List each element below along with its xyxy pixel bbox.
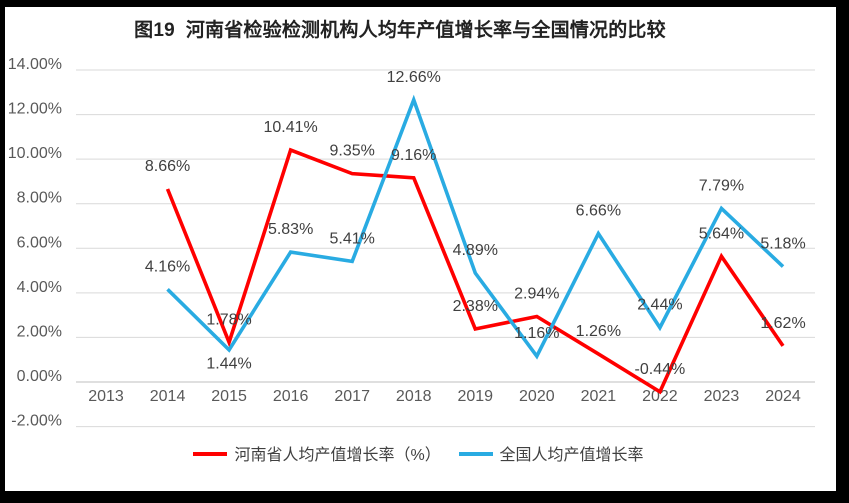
svg-text:6.66%: 6.66%: [576, 203, 621, 220]
svg-text:1.16%: 1.16%: [514, 325, 559, 342]
svg-text:10.41%: 10.41%: [263, 119, 317, 136]
svg-text:8.00%: 8.00%: [17, 190, 62, 207]
svg-text:4.16%: 4.16%: [145, 258, 190, 275]
svg-text:9.16%: 9.16%: [391, 147, 436, 164]
svg-text:0.00%: 0.00%: [17, 368, 62, 385]
svg-text:4.00%: 4.00%: [17, 279, 62, 296]
svg-text:2.44%: 2.44%: [637, 297, 682, 314]
svg-text:12.66%: 12.66%: [387, 69, 441, 86]
svg-text:2.38%: 2.38%: [453, 298, 498, 315]
svg-text:1.78%: 1.78%: [206, 311, 251, 328]
svg-text:8.66%: 8.66%: [145, 158, 190, 175]
svg-text:5.64%: 5.64%: [699, 225, 744, 242]
svg-text:6.00%: 6.00%: [17, 234, 62, 251]
svg-text:7.79%: 7.79%: [699, 177, 744, 194]
svg-text:2016: 2016: [273, 388, 309, 405]
svg-text:1.26%: 1.26%: [576, 323, 621, 340]
svg-text:2023: 2023: [704, 388, 740, 405]
svg-text:2.94%: 2.94%: [514, 285, 559, 302]
svg-text:4.89%: 4.89%: [453, 242, 498, 259]
svg-text:2020: 2020: [519, 388, 555, 405]
svg-text:5.41%: 5.41%: [329, 230, 374, 247]
svg-text:-2.00%: -2.00%: [11, 413, 62, 430]
svg-text:2017: 2017: [334, 388, 370, 405]
svg-text:2024: 2024: [765, 388, 801, 405]
svg-text:12.00%: 12.00%: [8, 101, 62, 118]
svg-text:10.00%: 10.00%: [8, 145, 62, 162]
svg-text:2013: 2013: [88, 388, 124, 405]
svg-text:2.00%: 2.00%: [17, 323, 62, 340]
svg-text:9.35%: 9.35%: [329, 143, 374, 160]
svg-text:5.83%: 5.83%: [268, 221, 313, 238]
svg-text:2014: 2014: [150, 388, 186, 405]
svg-text:5.18%: 5.18%: [760, 236, 805, 253]
svg-text:1.62%: 1.62%: [760, 315, 805, 332]
svg-text:2019: 2019: [457, 388, 493, 405]
svg-text:-0.44%: -0.44%: [635, 361, 686, 378]
svg-text:2021: 2021: [581, 388, 617, 405]
svg-text:1.44%: 1.44%: [206, 356, 251, 373]
svg-text:2018: 2018: [396, 388, 432, 405]
svg-text:14.00%: 14.00%: [8, 56, 62, 73]
svg-text:2015: 2015: [211, 388, 247, 405]
